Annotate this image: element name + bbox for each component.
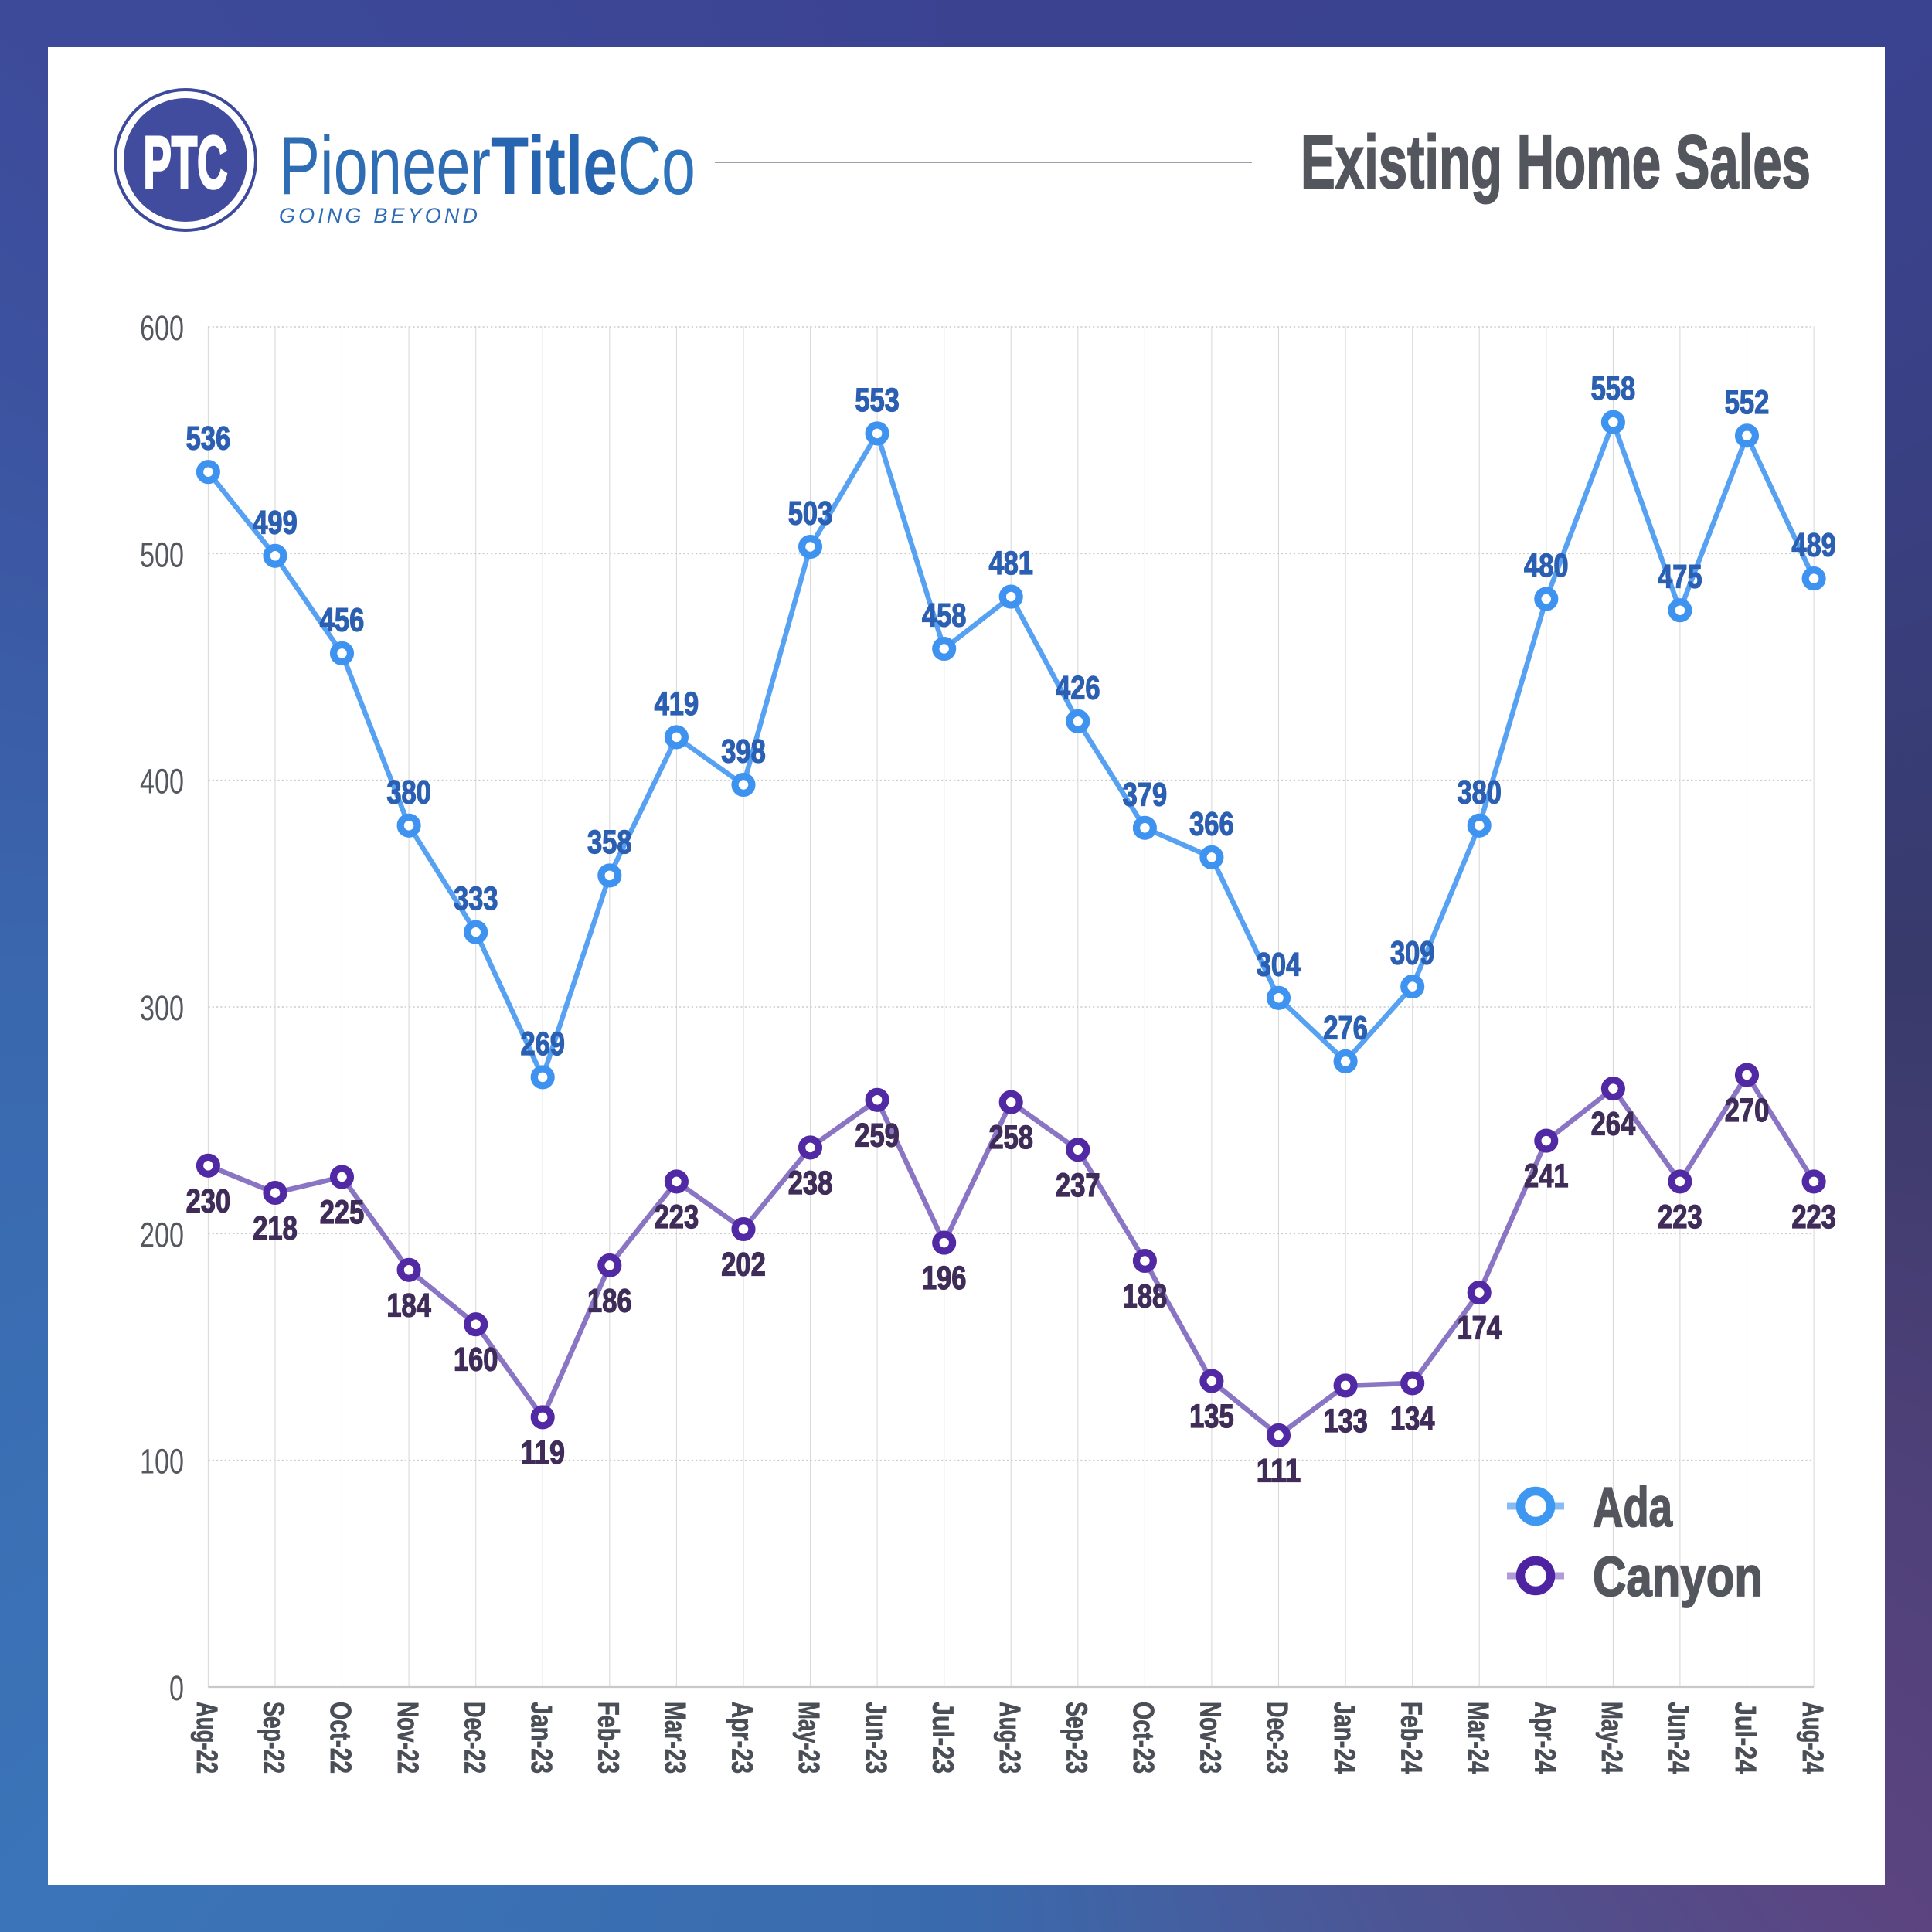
svg-text:Oct-22: Oct-22 bbox=[324, 1702, 356, 1774]
svg-text:135: 135 bbox=[1189, 1398, 1234, 1435]
svg-text:309: 309 bbox=[1390, 935, 1435, 972]
svg-text:600: 600 bbox=[140, 308, 184, 348]
svg-text:Ada: Ada bbox=[1593, 1477, 1673, 1539]
svg-text:Nov-22: Nov-22 bbox=[391, 1702, 423, 1774]
svg-text:Co: Co bbox=[617, 119, 696, 212]
svg-text:GOING BEYOND: GOING BEYOND bbox=[279, 204, 482, 227]
svg-text:489: 489 bbox=[1791, 527, 1836, 564]
svg-text:264: 264 bbox=[1591, 1106, 1636, 1143]
svg-text:223: 223 bbox=[1791, 1199, 1836, 1236]
svg-text:380: 380 bbox=[386, 774, 431, 811]
svg-text:238: 238 bbox=[788, 1165, 833, 1202]
svg-text:188: 188 bbox=[1123, 1278, 1168, 1315]
svg-text:174: 174 bbox=[1457, 1310, 1502, 1347]
svg-text:Dec-22: Dec-22 bbox=[457, 1702, 490, 1774]
svg-text:Jul-24: Jul-24 bbox=[1729, 1702, 1761, 1774]
svg-text:160: 160 bbox=[454, 1342, 498, 1379]
svg-text:426: 426 bbox=[1056, 669, 1100, 706]
svg-text:Jul-23: Jul-23 bbox=[926, 1702, 958, 1774]
svg-text:Jun-23: Jun-23 bbox=[859, 1702, 892, 1774]
svg-text:500: 500 bbox=[140, 535, 184, 574]
svg-text:558: 558 bbox=[1591, 370, 1636, 407]
svg-text:225: 225 bbox=[320, 1194, 365, 1231]
svg-text:119: 119 bbox=[520, 1434, 565, 1471]
svg-text:100: 100 bbox=[140, 1442, 184, 1481]
svg-text:Jan-24: Jan-24 bbox=[1328, 1702, 1360, 1774]
svg-text:Feb-23: Feb-23 bbox=[591, 1702, 624, 1774]
svg-text:536: 536 bbox=[186, 420, 231, 457]
svg-text:May-23: May-23 bbox=[792, 1702, 825, 1774]
svg-text:Jan-23: Jan-23 bbox=[525, 1702, 557, 1774]
svg-text:Aug-24: Aug-24 bbox=[1796, 1702, 1828, 1774]
svg-text:0: 0 bbox=[169, 1668, 184, 1708]
svg-text:Sep-22: Sep-22 bbox=[257, 1702, 290, 1774]
svg-text:553: 553 bbox=[855, 382, 900, 419]
svg-text:270: 270 bbox=[1725, 1092, 1770, 1129]
svg-text:Oct-23: Oct-23 bbox=[1127, 1702, 1159, 1774]
svg-text:237: 237 bbox=[1056, 1167, 1100, 1204]
svg-text:552: 552 bbox=[1725, 384, 1770, 421]
svg-text:223: 223 bbox=[655, 1199, 699, 1236]
svg-text:218: 218 bbox=[253, 1210, 298, 1247]
svg-text:Apr-23: Apr-23 bbox=[726, 1702, 758, 1774]
svg-text:419: 419 bbox=[655, 685, 699, 723]
svg-text:Jun-24: Jun-24 bbox=[1662, 1702, 1695, 1774]
svg-text:Nov-23: Nov-23 bbox=[1194, 1702, 1226, 1774]
svg-text:269: 269 bbox=[520, 1026, 565, 1063]
svg-text:Mar-24: Mar-24 bbox=[1461, 1702, 1494, 1774]
svg-text:134: 134 bbox=[1390, 1400, 1435, 1437]
svg-text:Aug-22: Aug-22 bbox=[190, 1702, 223, 1774]
svg-text:186: 186 bbox=[587, 1282, 632, 1319]
svg-text:259: 259 bbox=[855, 1117, 900, 1154]
svg-text:379: 379 bbox=[1123, 776, 1168, 813]
svg-text:480: 480 bbox=[1524, 547, 1569, 584]
svg-text:300: 300 bbox=[140, 988, 184, 1028]
svg-text:Existing Home Sales: Existing Home Sales bbox=[1301, 120, 1811, 204]
svg-text:Aug-23: Aug-23 bbox=[993, 1702, 1026, 1774]
svg-text:223: 223 bbox=[1658, 1199, 1702, 1236]
svg-text:358: 358 bbox=[587, 824, 632, 861]
svg-text:Pioneer: Pioneer bbox=[279, 119, 491, 212]
svg-text:475: 475 bbox=[1658, 559, 1702, 596]
svg-text:Sep-23: Sep-23 bbox=[1060, 1702, 1093, 1774]
svg-text:133: 133 bbox=[1323, 1403, 1368, 1440]
svg-text:184: 184 bbox=[386, 1287, 431, 1324]
svg-text:499: 499 bbox=[253, 504, 298, 541]
svg-text:Title: Title bbox=[491, 119, 617, 212]
svg-text:Mar-23: Mar-23 bbox=[658, 1702, 691, 1774]
svg-text:Apr-24: Apr-24 bbox=[1529, 1702, 1561, 1774]
svg-text:202: 202 bbox=[721, 1247, 766, 1284]
svg-text:230: 230 bbox=[186, 1182, 231, 1219]
svg-text:304: 304 bbox=[1257, 946, 1301, 983]
svg-text:398: 398 bbox=[721, 733, 766, 770]
svg-text:400: 400 bbox=[140, 762, 184, 801]
svg-text:PTC: PTC bbox=[144, 121, 228, 204]
svg-text:May-24: May-24 bbox=[1595, 1702, 1628, 1774]
svg-text:258: 258 bbox=[988, 1119, 1033, 1156]
svg-text:Canyon: Canyon bbox=[1593, 1546, 1763, 1608]
svg-text:366: 366 bbox=[1189, 805, 1234, 842]
svg-text:481: 481 bbox=[988, 545, 1033, 582]
svg-text:200: 200 bbox=[140, 1215, 184, 1254]
svg-text:276: 276 bbox=[1323, 1009, 1368, 1046]
svg-text:241: 241 bbox=[1524, 1158, 1569, 1195]
svg-text:456: 456 bbox=[320, 601, 365, 638]
svg-text:458: 458 bbox=[922, 597, 967, 634]
svg-text:Dec-23: Dec-23 bbox=[1260, 1702, 1293, 1774]
svg-text:503: 503 bbox=[788, 495, 833, 532]
svg-text:333: 333 bbox=[454, 880, 498, 917]
svg-text:Feb-24: Feb-24 bbox=[1394, 1702, 1427, 1774]
svg-text:111: 111 bbox=[1257, 1452, 1301, 1489]
svg-text:380: 380 bbox=[1457, 774, 1502, 811]
svg-text:196: 196 bbox=[922, 1260, 967, 1297]
